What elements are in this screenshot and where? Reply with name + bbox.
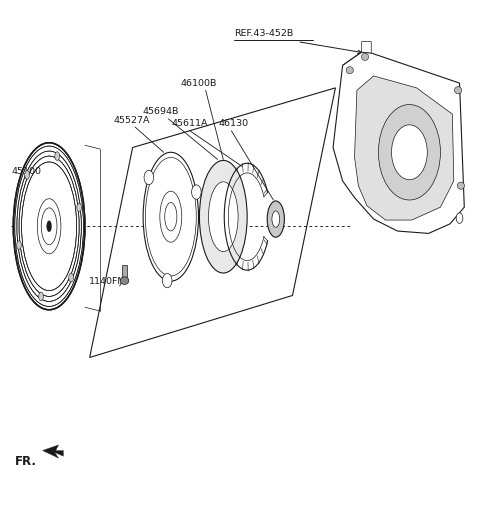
Ellipse shape	[165, 203, 177, 231]
Ellipse shape	[39, 292, 43, 301]
Ellipse shape	[120, 277, 129, 284]
Text: 46130: 46130	[218, 119, 249, 128]
Polygon shape	[42, 445, 63, 458]
Ellipse shape	[69, 273, 73, 282]
Ellipse shape	[361, 53, 369, 61]
Polygon shape	[333, 52, 464, 233]
Ellipse shape	[143, 153, 199, 281]
Text: 45527A: 45527A	[114, 116, 150, 125]
Ellipse shape	[47, 221, 51, 232]
Polygon shape	[362, 41, 371, 53]
Ellipse shape	[457, 182, 465, 189]
Text: 45694B: 45694B	[142, 108, 179, 117]
Ellipse shape	[24, 171, 29, 179]
Ellipse shape	[346, 67, 353, 74]
Ellipse shape	[192, 185, 201, 199]
Ellipse shape	[456, 213, 463, 223]
Text: REF.43-452B: REF.43-452B	[234, 29, 293, 38]
Ellipse shape	[37, 198, 61, 254]
Ellipse shape	[455, 87, 462, 94]
Text: 1140FN: 1140FN	[89, 277, 125, 286]
Ellipse shape	[13, 143, 85, 310]
Text: 46100B: 46100B	[180, 79, 217, 88]
Ellipse shape	[267, 201, 284, 237]
Ellipse shape	[55, 152, 60, 161]
Text: FR.: FR.	[15, 455, 37, 468]
Polygon shape	[355, 76, 454, 220]
Ellipse shape	[162, 273, 172, 288]
Ellipse shape	[208, 182, 238, 251]
Ellipse shape	[17, 241, 22, 249]
Ellipse shape	[41, 208, 57, 244]
Ellipse shape	[199, 161, 247, 273]
Text: 45100: 45100	[12, 167, 42, 176]
Text: 45611A: 45611A	[172, 119, 208, 128]
Polygon shape	[122, 266, 127, 277]
Ellipse shape	[378, 105, 441, 200]
Ellipse shape	[77, 203, 82, 212]
Ellipse shape	[272, 211, 280, 227]
Ellipse shape	[392, 125, 427, 180]
Ellipse shape	[144, 170, 154, 185]
Ellipse shape	[160, 191, 182, 242]
